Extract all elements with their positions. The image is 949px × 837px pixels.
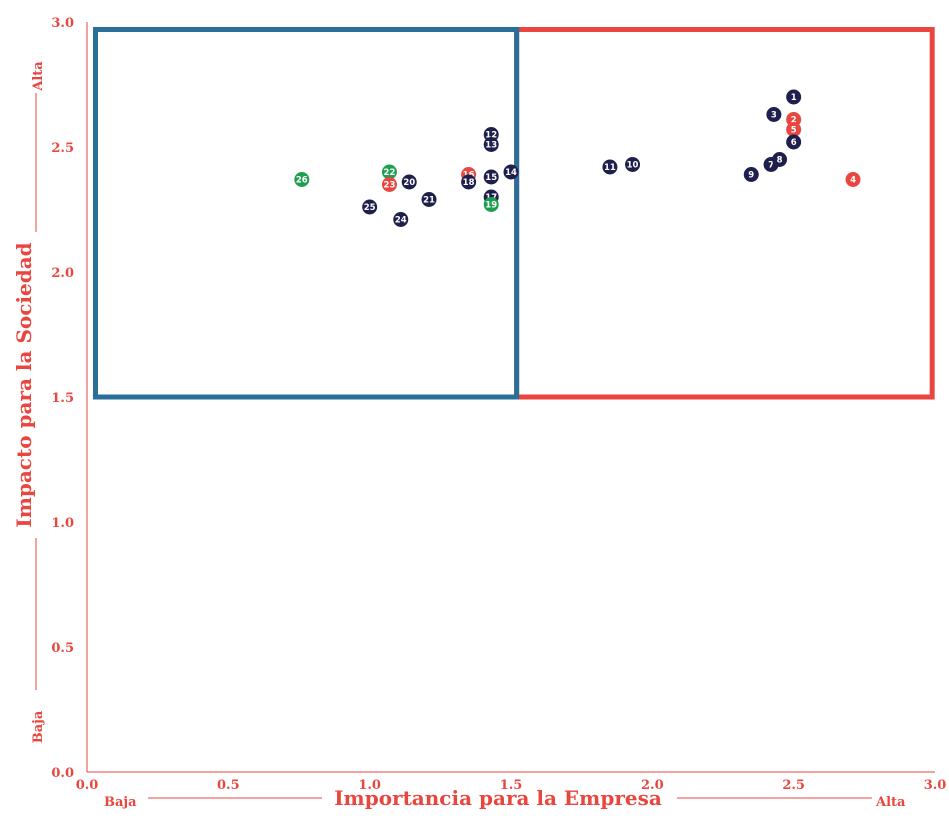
point-label: 6	[791, 138, 797, 148]
point-label: 4	[850, 176, 856, 186]
x-tick-label: 1.0	[358, 778, 381, 793]
y-tick-label: 0.0	[51, 766, 74, 781]
point-marker	[393, 212, 409, 227]
point-label: 19	[485, 201, 497, 211]
data-point-6: 6	[786, 134, 802, 150]
data-point-21: 21	[421, 192, 437, 207]
y-tick-label: 2.0	[51, 266, 74, 281]
x-tick-labels: 0.0 0.5 1.0 1.5 2.0 2.5 3.0	[76, 778, 947, 793]
data-point-14: 14	[503, 164, 519, 180]
x-tick-label: 2.0	[641, 778, 664, 793]
point-marker	[381, 164, 397, 180]
data-point-8: 8	[772, 152, 788, 167]
point-marker	[503, 164, 519, 180]
point-label: 7	[768, 161, 774, 171]
point-marker	[786, 89, 802, 105]
data-point-5: 5	[786, 122, 802, 137]
data-point-20: 20	[401, 174, 417, 190]
y-tick-label: 2.5	[51, 141, 74, 156]
point-label: 18	[463, 178, 475, 188]
data-points: 1234567891011121314151617181920212223242…	[294, 89, 861, 227]
x-axis-low-label: Baja	[104, 795, 137, 810]
x-tick-label: 2.5	[782, 778, 805, 793]
data-point-22: 22	[381, 164, 397, 180]
point-label: 11	[604, 163, 616, 173]
region-box-1	[92, 27, 520, 400]
data-point-9: 9	[743, 167, 759, 182]
y-axis-title: Impacto para la Sociedad	[12, 242, 36, 527]
data-point-10: 10	[625, 157, 641, 172]
point-marker	[294, 172, 310, 187]
point-marker	[461, 174, 477, 190]
x-tick-label: 1.5	[500, 778, 523, 793]
point-marker	[483, 169, 499, 185]
y-tick-label: 1.5	[51, 391, 74, 406]
point-marker	[602, 159, 618, 175]
y-axis-title-group: Alta Impacto para la Sociedad Baja	[12, 61, 46, 744]
point-marker	[362, 199, 378, 215]
point-label: 21	[423, 196, 435, 206]
data-point-15: 15	[483, 169, 499, 185]
point-label: 14	[505, 168, 517, 178]
point-label: 15	[485, 173, 497, 183]
point-label: 26	[296, 176, 308, 186]
point-label: 24	[395, 216, 407, 226]
y-axis-high-label: Alta	[31, 61, 46, 92]
y-tick-label: 0.5	[51, 641, 74, 656]
axes	[86, 22, 935, 773]
data-point-3: 3	[766, 107, 782, 122]
x-tick-label: 0.5	[217, 778, 240, 793]
point-label: 25	[364, 203, 376, 213]
point-label: 20	[403, 178, 415, 188]
y-axis-low-label: Baja	[31, 710, 46, 743]
data-point-13: 13	[483, 137, 499, 152]
point-label: 9	[748, 171, 754, 181]
point-marker	[381, 177, 397, 192]
point-label: 13	[485, 141, 497, 151]
x-axis-high-label: Alta	[875, 795, 906, 810]
data-point-1: 1	[786, 89, 802, 105]
point-marker	[421, 192, 437, 207]
point-label: 2	[791, 116, 797, 126]
point-label: 3	[771, 111, 777, 121]
point-label: 1	[791, 93, 797, 103]
point-label: 5	[791, 126, 797, 136]
data-point-18: 18	[461, 174, 477, 190]
point-marker	[625, 157, 641, 172]
data-point-25: 25	[362, 199, 378, 215]
point-marker	[743, 167, 759, 182]
point-label: 22	[384, 168, 396, 178]
point-marker	[772, 152, 788, 167]
data-point-4: 4	[845, 172, 861, 187]
point-label: 8	[777, 156, 783, 166]
point-marker	[483, 197, 499, 212]
point-label: 23	[384, 181, 396, 191]
y-tick-labels: 0.0 0.5 1.0 1.5 2.0 2.5 3.0	[51, 16, 74, 781]
y-tick-label: 1.0	[51, 516, 74, 531]
point-marker	[483, 137, 499, 152]
data-point-26: 26	[294, 172, 310, 187]
x-axis-title-group: Baja Importancia para la Empresa Alta	[104, 786, 906, 810]
point-marker	[401, 174, 417, 190]
data-point-19: 19	[483, 197, 499, 212]
point-marker	[786, 122, 802, 137]
region-box-2	[514, 27, 935, 400]
point-marker	[766, 107, 782, 122]
point-marker	[786, 134, 802, 150]
x-tick-label: 0.0	[76, 778, 99, 793]
point-marker	[845, 172, 861, 187]
x-axis-title: Importancia para la Empresa	[334, 786, 662, 810]
data-point-23: 23	[381, 177, 397, 192]
y-tick-label: 3.0	[51, 16, 74, 31]
data-point-24: 24	[393, 212, 409, 227]
region-boxes	[92, 27, 935, 400]
data-point-11: 11	[602, 159, 618, 175]
point-label: 10	[627, 161, 639, 171]
x-tick-label: 3.0	[924, 778, 947, 793]
point-label: 12	[485, 131, 497, 141]
